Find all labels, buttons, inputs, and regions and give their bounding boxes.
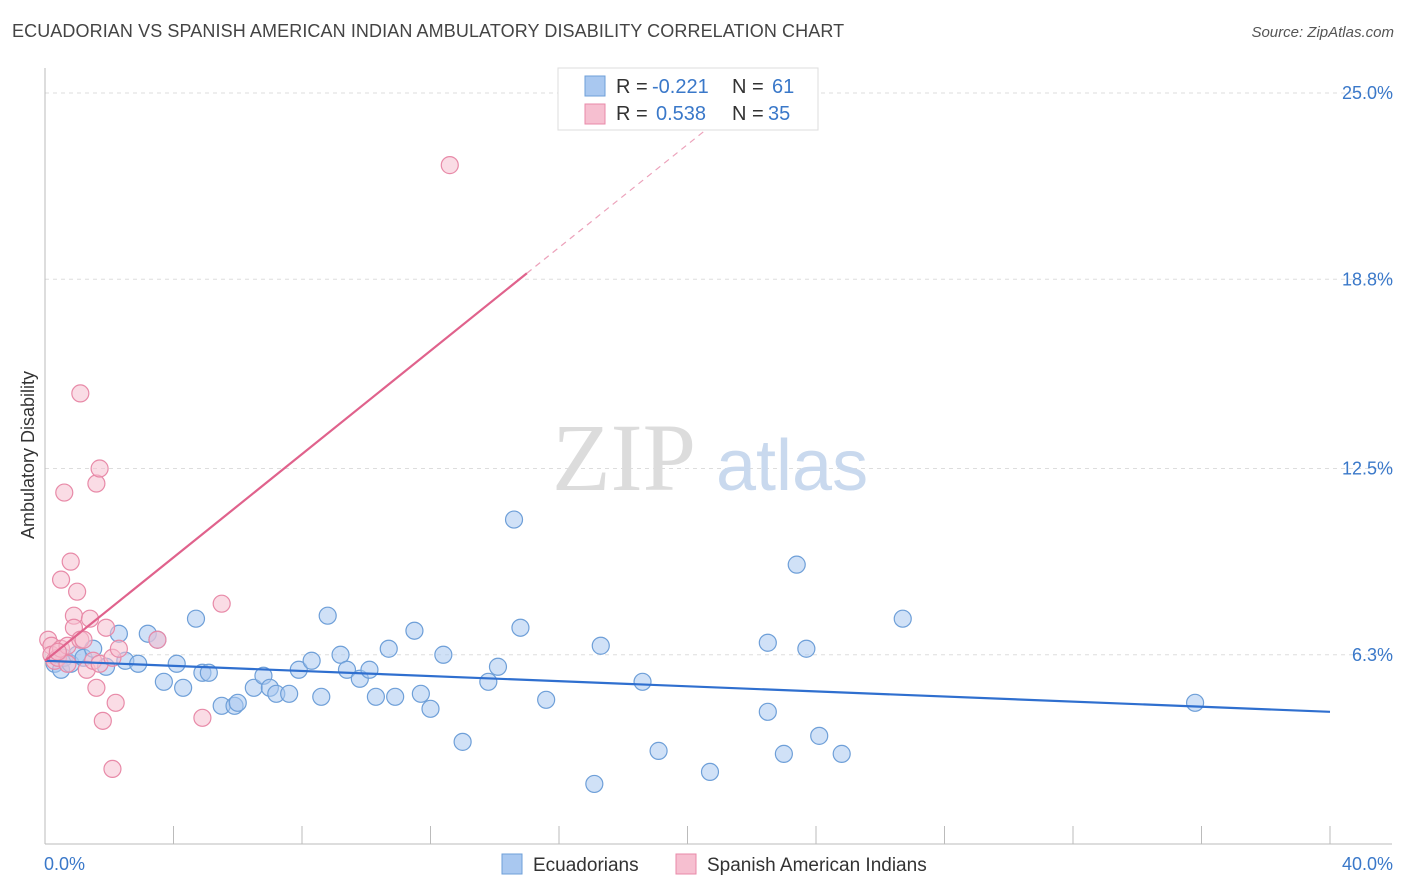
bottom-legend-swatch-pink [675,853,697,875]
y-tick-labels: 6.3% 12.5% 18.8% 25.0% [1342,83,1393,665]
ecuadorians-point [186,609,206,628]
ecuadorians-point [154,672,173,691]
spanish-american-indians-point [109,639,128,658]
ecuadorians-point [700,762,720,782]
ecuadorians-point [302,651,321,670]
y-axis-label: Ambulatory Disability [18,371,38,539]
y-tick-label: 12.5% [1342,459,1393,479]
spanish-american-indians-point [193,708,212,727]
y-tick-label: 18.8% [1342,269,1393,289]
ecuadorians-point [504,510,524,529]
ecuadorians-point [511,618,530,637]
ecuadorians-point [421,699,440,718]
spanish-american-indians-point [93,711,112,730]
legend-n-value-2: 35 [768,103,790,125]
bottom-legend-swatch-blue [501,853,523,875]
legend-swatch-pink [584,103,606,125]
spanish-american-indians-point [96,618,116,637]
legend-swatch-blue [584,75,606,97]
ecuadorians-point [758,702,777,721]
legend-r-label-2: R = [616,103,648,125]
spanish-american-indians-point [148,630,167,649]
x-tick-label: 40.0% [1342,854,1393,874]
ecuadorians-point [649,741,668,760]
spanish-american-indians-point [212,594,231,613]
ecuadorians-point [312,687,331,706]
ecuadorians-point [633,672,652,691]
bottom-legend-label-spanish-american-indians: Spanish American Indians [707,855,927,876]
spanish-american-indians-point [71,384,90,403]
ecuadorians-point [1185,693,1205,712]
ecuadorians-point [893,609,912,628]
ecuadorians-point [832,744,851,763]
x-tick-labels: 0.0% 40.0% [44,854,1393,874]
ecuadorians-point [174,678,193,697]
spanish-american-indians-point [74,630,93,649]
ecuadorians-point [453,732,472,751]
y-tick-label: 25.0% [1342,83,1393,103]
watermark-atlas: atlas [716,426,868,506]
legend-r-label-1: R = [616,76,648,98]
ecuadorians-point [331,645,350,664]
ecuadorians-point [228,693,247,712]
legend-n-label-2: N = [732,103,764,125]
ecuadorians-points [45,510,1205,794]
correlation-legend: R = -0.221 N = 61 R = 0.538 N = 35 [557,67,819,131]
ecuadorians-point [479,672,498,691]
ecuadorians-point [167,654,186,673]
ecuadorians-point [360,660,379,679]
y-tick-label: 6.3% [1352,645,1393,665]
ecuadorians-trend-line [44,659,1331,713]
watermark-zip: ZIP [552,404,696,511]
spanish-american-indians-point [61,552,80,571]
spanish-american-indians-point [87,474,106,493]
spanish-american-indians-point [55,483,74,502]
spanish-american-indians-point [87,678,106,697]
ecuadorians-point [405,621,424,640]
source-label: Source: ZipAtlas.com [1251,24,1394,41]
legend-n-label-1: N = [732,76,764,98]
spanish-american-indians-point [68,582,87,601]
spanish-american-indians-point [90,459,109,478]
ecuadorians-point [386,687,405,706]
grid-lines [45,92,1392,656]
x-tick-label: 0.0% [44,854,85,874]
ecuadorians-point [537,690,556,709]
trend-lines [44,92,1331,713]
ecuadorians-point [774,744,793,763]
ecuadorians-point [797,639,816,658]
spanish-american-indians-point [103,759,122,779]
spanish-american-indians-point [440,156,459,175]
ecuadorians-point [591,636,610,655]
legend-r-value-2: 0.538 [656,103,706,125]
ecuadorians-point [411,684,430,703]
ecuadorians-point [585,774,604,794]
legend-n-value-1: 61 [772,76,794,98]
ecuadorians-point [318,606,337,625]
ecuadorians-point [810,726,829,745]
chart-title: ECUADORIAN VS SPANISH AMERICAN INDIAN AM… [12,21,845,41]
ecuadorians-point [434,645,453,664]
axes [44,68,1392,845]
ecuadorians-point [488,657,508,676]
spanish-american-indians-trend-extension [526,92,753,274]
spanish-american-indians-point [51,570,71,589]
ecuadorians-point [787,555,806,574]
spanish-american-indians-point [106,693,125,712]
series-legend: Ecuadorians Spanish American Indians [501,853,927,876]
ecuadorians-point [379,639,398,658]
spanish-american-indians-points [39,156,459,779]
legend-r-value-1: -0.221 [652,76,709,98]
ecuadorians-point [366,687,385,706]
ecuadorians-point [758,633,777,652]
spanish-american-indians-point [58,654,77,673]
bottom-legend-label-ecuadorians: Ecuadorians [533,855,639,876]
spanish-american-indians-trend-line [44,272,528,662]
ecuadorians-point [280,684,299,703]
